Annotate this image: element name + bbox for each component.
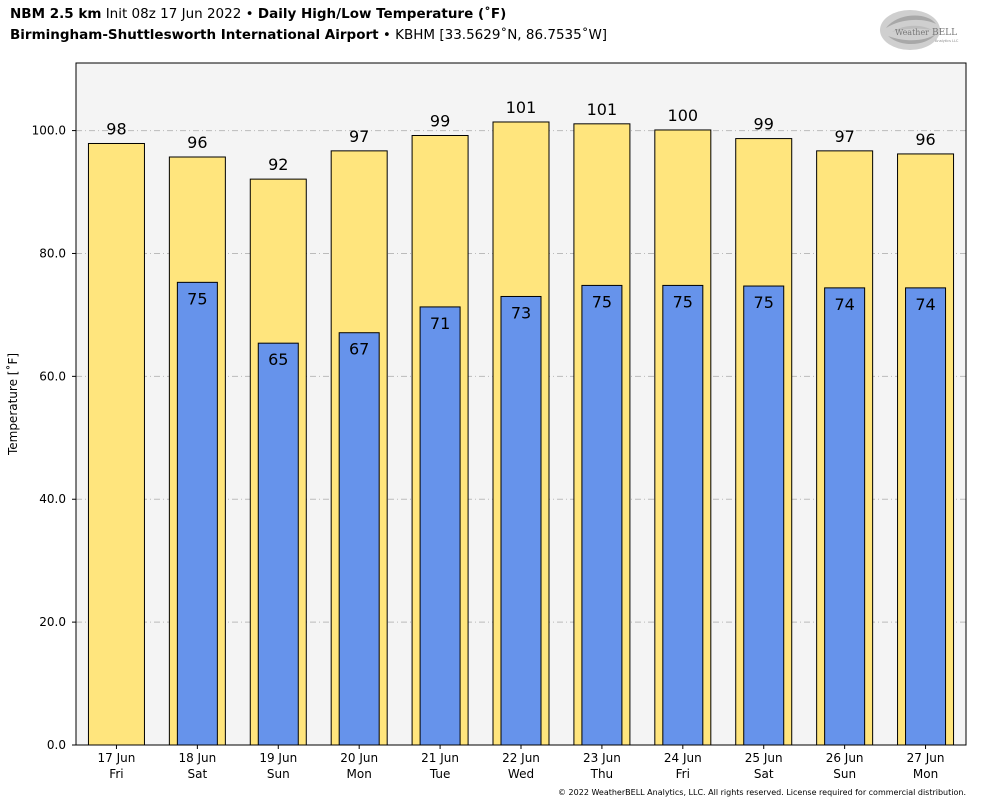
low-temp-bar bbox=[581, 284, 623, 746]
y-tick-label: 40.0 bbox=[39, 492, 66, 506]
x-tick-date-label: 23 Jun bbox=[583, 751, 621, 765]
low-temp-bar bbox=[257, 342, 299, 746]
low-temp-bar bbox=[176, 281, 218, 746]
x-tick-date-label: 26 Jun bbox=[826, 751, 864, 765]
y-tick-label: 80.0 bbox=[39, 246, 66, 260]
x-tick-date-label: 17 Jun bbox=[98, 751, 136, 765]
high-temp-label: 99 bbox=[754, 115, 774, 134]
low-temp-label: 74 bbox=[915, 295, 935, 314]
axes: 0.0 20.0 40.0 60.0 80.0 100.0 17 Jun Fri 18 Jun S… bbox=[32, 124, 945, 781]
high-temp-label: 100 bbox=[668, 106, 699, 125]
high-temp-label: 96 bbox=[915, 130, 935, 149]
chart-title-line-1: NBM 2.5 km Init 08z 17 Jun 2022 • Daily … bbox=[10, 6, 506, 22]
low-temp-bar bbox=[662, 284, 704, 746]
x-tick-day-label: Fri bbox=[676, 767, 690, 781]
x-tick-day-label: Wed bbox=[508, 767, 534, 781]
y-tick-label: 100.0 bbox=[32, 124, 66, 138]
model-name: NBM 2.5 km bbox=[10, 6, 102, 22]
y-tick-label: 0.0 bbox=[47, 738, 66, 752]
y-tick-label: 20.0 bbox=[39, 615, 66, 629]
x-tick-date-label: 22 Jun bbox=[502, 751, 540, 765]
low-temp-label: 74 bbox=[834, 295, 854, 314]
logo-text-bell: BELL bbox=[932, 28, 957, 38]
low-temp-label: 75 bbox=[187, 289, 207, 308]
x-tick-day-label: Mon bbox=[913, 767, 938, 781]
high-temp-label: 92 bbox=[268, 155, 288, 174]
high-temp-label: 97 bbox=[834, 127, 854, 146]
low-temp-label: 75 bbox=[754, 293, 774, 312]
x-tick-day-label: Sat bbox=[188, 767, 208, 781]
low-temp-label: 75 bbox=[673, 292, 693, 311]
x-tick-date-label: 25 Jun bbox=[745, 751, 783, 765]
title-separator: • bbox=[382, 27, 391, 43]
high-temp-label: 96 bbox=[187, 133, 207, 152]
low-temp-label: 67 bbox=[349, 340, 369, 359]
copyright-notice: © 2022 WeatherBELL Analytics, LLC. All r… bbox=[558, 788, 966, 797]
station-name: Birmingham-Shuttlesworth International A… bbox=[10, 27, 379, 43]
init-time: Init 08z 17 Jun 2022 bbox=[105, 6, 242, 22]
station-info: KBHM [33.5629˚N, 86.7535˚W] bbox=[395, 27, 608, 43]
low-temp-bar bbox=[905, 287, 947, 746]
low-temp-bar bbox=[338, 332, 380, 746]
low-temp-label: 71 bbox=[430, 314, 450, 333]
y-tick-label: 60.0 bbox=[39, 369, 66, 383]
low-temp-bar bbox=[419, 306, 461, 746]
low-temp-label: 75 bbox=[592, 292, 612, 311]
x-tick-day-label: Sat bbox=[754, 767, 774, 781]
low-temp-label: 73 bbox=[511, 303, 531, 322]
logo-subtext: Analytics LLC bbox=[935, 39, 959, 43]
logo-text-weather: Weather bbox=[895, 28, 929, 37]
x-tick-day-label: Sun bbox=[267, 767, 290, 781]
high-temp-bar bbox=[87, 142, 145, 746]
title-separator: • bbox=[245, 6, 254, 22]
bars: 98 96 75 92 65 97 67 99 71 101 73 101 75 100 75 99 75 97 7… bbox=[87, 98, 955, 746]
low-temp-bar bbox=[743, 285, 785, 746]
product-name: Daily High/Low Temperature (˚F) bbox=[257, 6, 507, 22]
x-tick-date-label: 19 Jun bbox=[259, 751, 297, 765]
x-tick-day-label: Thu bbox=[590, 767, 614, 781]
chart-title-line-2: Birmingham-Shuttlesworth International A… bbox=[10, 27, 607, 43]
y-axis-label: Temperature [˚F] bbox=[5, 353, 20, 456]
high-temp-label: 98 bbox=[106, 119, 126, 138]
high-temp-label: 99 bbox=[430, 112, 450, 131]
weatherbell-logo: Weather BELL Analytics LLC bbox=[880, 10, 959, 50]
high-temp-label: 101 bbox=[587, 100, 618, 119]
x-tick-day-label: Fri bbox=[109, 767, 123, 781]
x-tick-day-label: Tue bbox=[429, 767, 451, 781]
low-temp-bar bbox=[824, 287, 866, 746]
x-tick-date-label: 24 Jun bbox=[664, 751, 702, 765]
x-tick-date-label: 21 Jun bbox=[421, 751, 459, 765]
low-temp-label: 65 bbox=[268, 350, 288, 369]
x-tick-date-label: 20 Jun bbox=[340, 751, 378, 765]
low-temp-bar bbox=[500, 295, 542, 746]
x-tick-date-label: 18 Jun bbox=[178, 751, 216, 765]
x-tick-day-label: Mon bbox=[347, 767, 372, 781]
x-tick-day-label: Sun bbox=[833, 767, 856, 781]
high-temp-label: 97 bbox=[349, 127, 369, 146]
x-tick-date-label: 27 Jun bbox=[907, 751, 945, 765]
high-temp-label: 101 bbox=[506, 98, 537, 117]
